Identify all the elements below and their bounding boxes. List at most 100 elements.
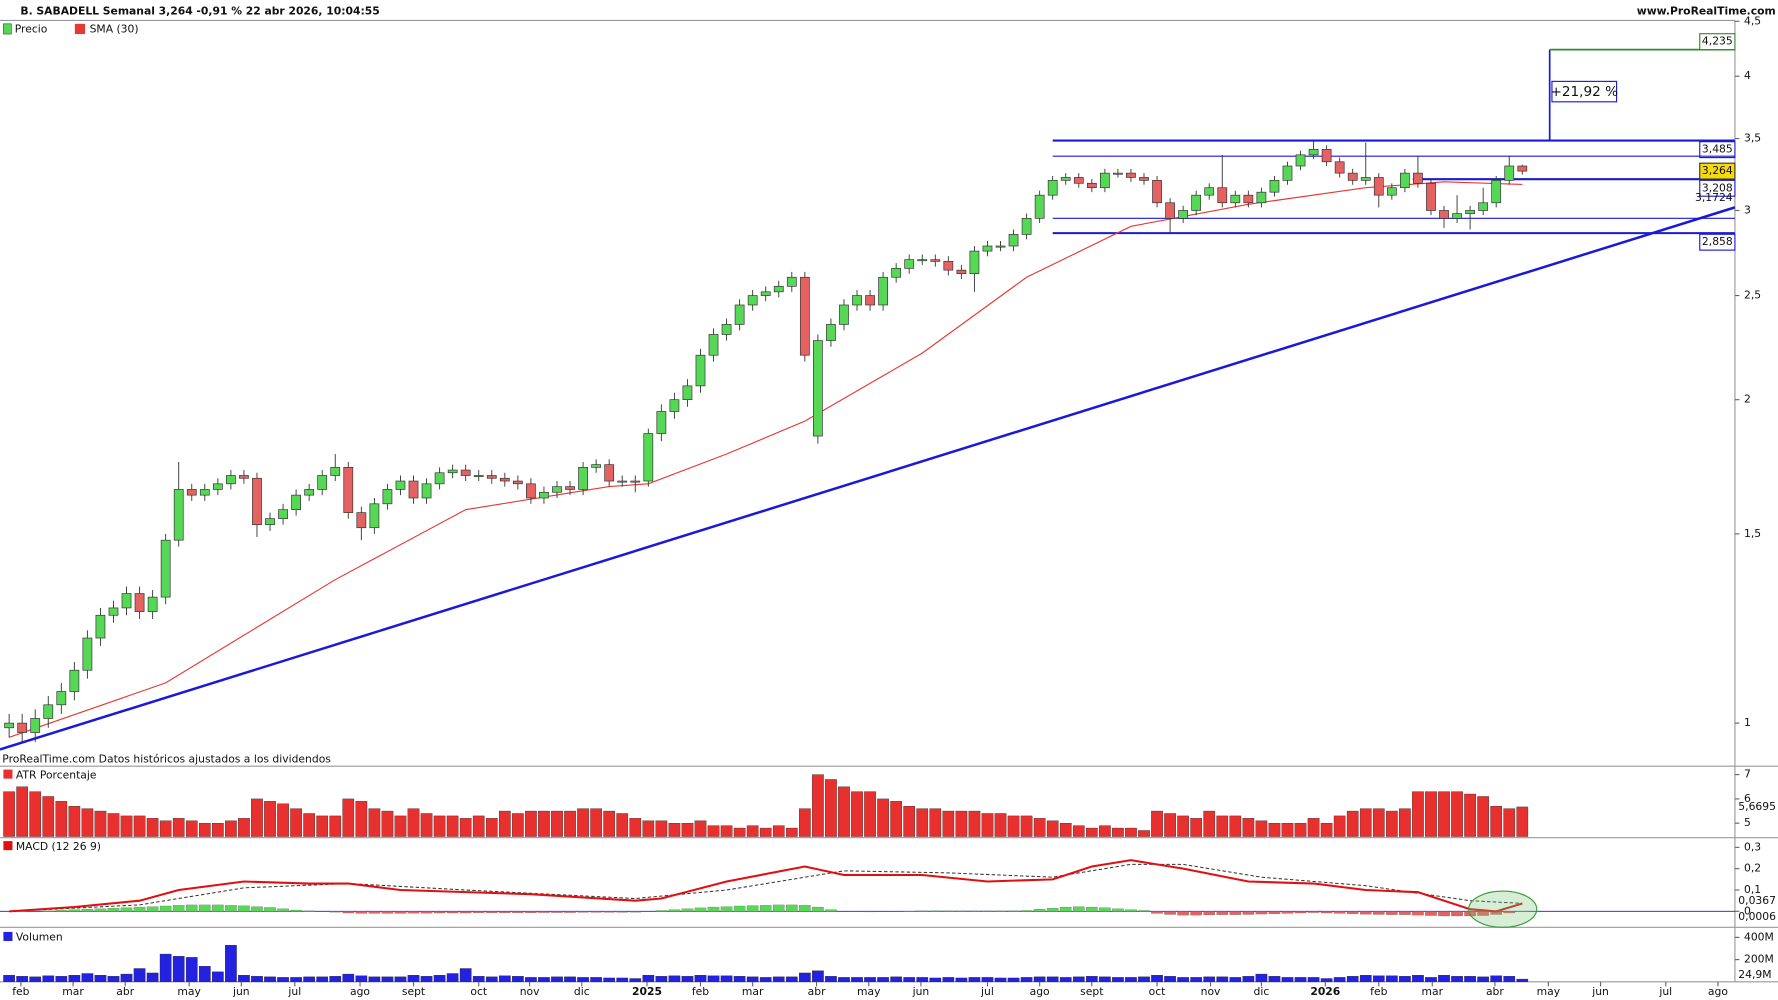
candle-body: [826, 324, 836, 341]
y-tick-label: 0,2: [1744, 862, 1761, 875]
y-tick-label: 400M: [1744, 930, 1774, 943]
value-label-text: 3,485: [1702, 143, 1733, 156]
candle-body: [565, 486, 575, 490]
candle-body: [669, 399, 680, 412]
candle-body: [591, 464, 602, 468]
candle-body: [212, 483, 223, 490]
candle-body: [1008, 234, 1019, 247]
histogram-bar: [1373, 911, 1385, 915]
y-tick-label: 4: [1744, 69, 1751, 82]
legend-swatch: [3, 931, 13, 941]
x-tick-label: oct: [470, 985, 487, 998]
candle-body: [134, 593, 145, 612]
bar: [225, 820, 237, 837]
bar: [1425, 791, 1437, 837]
candle-body: [578, 467, 588, 490]
histogram-bar: [472, 911, 485, 913]
bar: [1085, 827, 1098, 837]
bar: [942, 810, 955, 837]
candle-body: [839, 304, 849, 325]
candle-body: [1256, 191, 1267, 204]
candle-body: [1269, 180, 1280, 193]
bar: [198, 966, 211, 983]
signal-line: [9, 863, 1523, 912]
bar: [459, 818, 472, 837]
bar: [185, 820, 198, 837]
histogram-bar: [394, 911, 407, 914]
value-label-text: 2,858: [1702, 235, 1733, 248]
bar: [720, 975, 733, 983]
bar: [1412, 791, 1424, 837]
bar: [1177, 977, 1189, 983]
bar: [694, 820, 707, 837]
bar: [525, 977, 537, 983]
candle-body: [304, 489, 315, 496]
histogram-bar: [420, 911, 433, 914]
bar: [551, 976, 563, 983]
x-tick-label: ago: [1030, 985, 1050, 998]
x-tick-label: 2025: [632, 985, 662, 998]
bar: [355, 801, 368, 837]
value-label-box: [1699, 233, 1736, 251]
bar: [799, 972, 811, 983]
candle-body: [1373, 177, 1384, 196]
bar: [1307, 818, 1320, 837]
bar: [133, 968, 146, 983]
bar: [1112, 977, 1124, 983]
candle-body: [656, 411, 667, 434]
bar: [629, 818, 642, 837]
histogram-bar: [238, 905, 250, 912]
y-tick-label: 1: [1744, 716, 1751, 729]
candle-body: [1347, 172, 1358, 181]
bar: [759, 827, 772, 837]
histogram-bar: [864, 911, 876, 913]
bar: [498, 810, 511, 837]
histogram-bar: [1190, 911, 1202, 916]
histogram-bar: [512, 911, 524, 913]
bar: [238, 974, 250, 983]
bar: [29, 791, 42, 837]
bar: [1425, 977, 1437, 983]
candle-body: [1113, 172, 1123, 175]
bar: [1477, 796, 1489, 837]
bar: [394, 976, 407, 983]
histogram-bar: [733, 905, 746, 912]
bar: [1007, 977, 1020, 983]
histogram-bar: [1307, 911, 1320, 913]
bar: [577, 977, 589, 983]
bar: [929, 977, 942, 983]
bar: [1294, 823, 1307, 837]
candle-body: [447, 469, 458, 474]
bar: [1125, 977, 1137, 983]
candle-body: [773, 285, 784, 293]
bar: [225, 944, 237, 983]
bar: [381, 976, 394, 983]
candle-body: [552, 486, 562, 493]
bar: [407, 808, 420, 837]
bar: [81, 973, 94, 983]
candle-body: [1321, 148, 1332, 163]
bar: [1333, 977, 1346, 983]
x-tick-label: jul: [980, 985, 994, 998]
bar: [172, 956, 185, 983]
candle-body: [82, 637, 93, 671]
candle-body: [695, 354, 706, 387]
histogram-bar: [433, 911, 446, 914]
candle-body: [852, 295, 862, 306]
candle-body: [526, 483, 536, 499]
bar: [733, 827, 746, 837]
value-label: 24,9M: [1738, 968, 1771, 981]
bar: [172, 818, 185, 837]
bar: [303, 976, 315, 983]
candle-body: [1243, 194, 1254, 204]
candle-body: [239, 475, 249, 479]
histogram-bar: [94, 908, 107, 912]
bar: [538, 977, 550, 983]
y-tick-label: 3,5: [1744, 132, 1761, 145]
bar: [94, 810, 107, 837]
bar: [994, 977, 1007, 983]
candle-body: [1517, 165, 1528, 172]
candle-body: [499, 477, 510, 482]
candle-body: [1047, 180, 1058, 196]
bar: [355, 975, 368, 983]
